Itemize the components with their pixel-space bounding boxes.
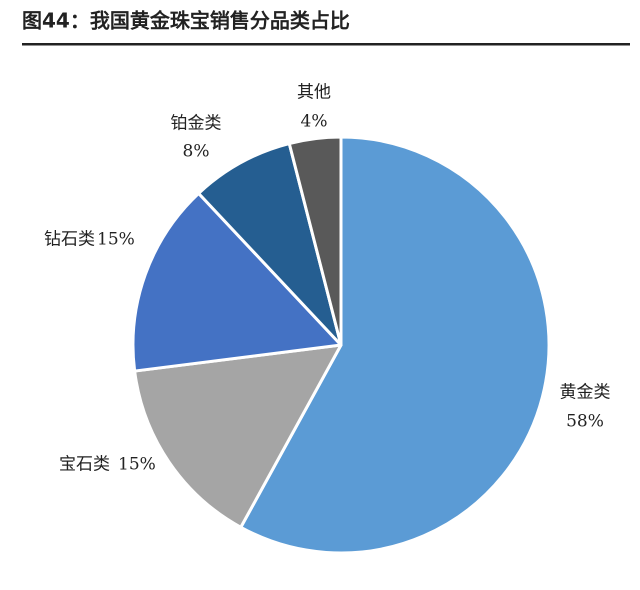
- slice-label: 宝石类: [59, 455, 110, 475]
- slice-value-label: 15%: [97, 230, 135, 250]
- pie-slice: [239, 135, 551, 555]
- slice-label: 黄金类: [560, 383, 611, 403]
- pie-slice: [197, 142, 343, 347]
- title-rule: [22, 43, 630, 46]
- slice-value-label: 8%: [183, 142, 210, 162]
- slice-value-label: 58%: [566, 412, 604, 432]
- slice-label: 其他: [297, 83, 331, 103]
- slice-value-label: 4%: [301, 112, 328, 132]
- pie-slice: [133, 343, 343, 529]
- slice-label: 铂金类: [171, 114, 222, 134]
- chart-title: 图44：我国黄金珠宝销售分品类占比: [22, 9, 350, 33]
- pie-slice: [287, 135, 343, 347]
- pie-slice: [131, 191, 343, 373]
- slice-value-label: 15%: [118, 455, 156, 475]
- slice-label: 钻石类: [44, 230, 95, 250]
